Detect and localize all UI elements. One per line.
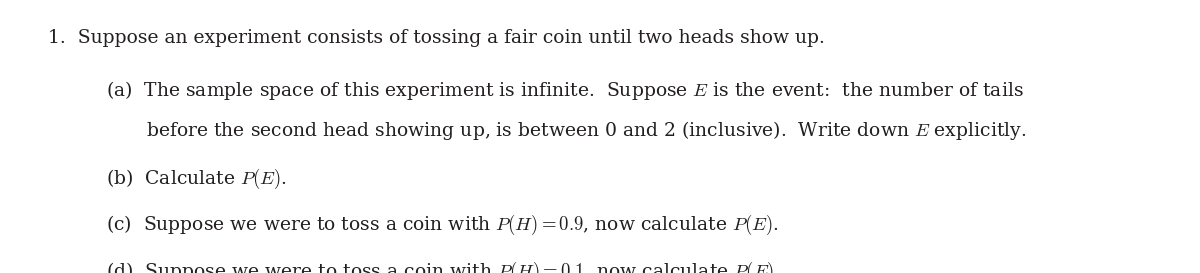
Text: before the second head showing up, is between 0 and 2 (inclusive).  Write down $: before the second head showing up, is be… (146, 119, 1027, 142)
Text: (a)  The sample space of this experiment is infinite.  Suppose $E$ is the event:: (a) The sample space of this experiment … (106, 79, 1024, 102)
Text: (b)  Calculate $P(E)$.: (b) Calculate $P(E)$. (106, 167, 287, 191)
Text: (d)  Suppose we were to toss a coin with $P(H) = 0.1$, now calculate $P(E)$.: (d) Suppose we were to toss a coin with … (106, 259, 780, 273)
Text: 1.  Suppose an experiment consists of tossing a fair coin until two heads show u: 1. Suppose an experiment consists of tos… (48, 29, 824, 47)
Text: (c)  Suppose we were to toss a coin with $P(H) = 0.9$, now calculate $P(E)$.: (c) Suppose we were to toss a coin with … (106, 213, 779, 237)
